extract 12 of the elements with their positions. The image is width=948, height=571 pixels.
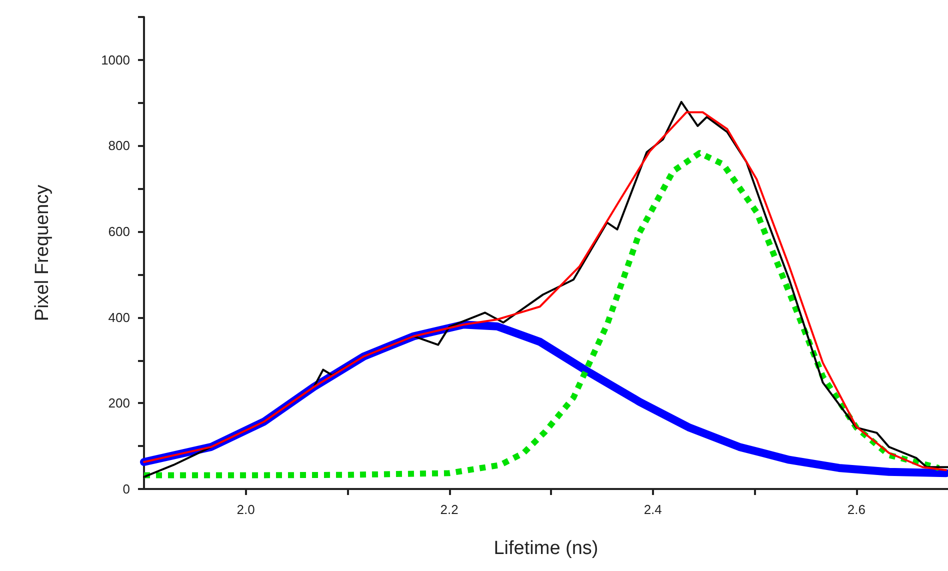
x-tick-label: 2.2	[440, 502, 458, 517]
x-tick-label: 2.4	[644, 502, 662, 517]
y-tick-label: 200	[108, 396, 130, 411]
y-tick-label: 1000	[101, 52, 130, 68]
y-tick-label: 400	[108, 310, 130, 325]
y-tick-label: 600	[108, 224, 130, 240]
y-tick-label: 0	[122, 482, 130, 496]
y-axis-title: Pixel Frequency	[32, 184, 53, 322]
x-axis-title: Lifetime (ns)	[494, 538, 598, 559]
x-tick-label: 2.0	[236, 502, 255, 517]
x-tick-label: 2.6	[847, 502, 866, 517]
y-tick-label: 800	[108, 138, 130, 154]
